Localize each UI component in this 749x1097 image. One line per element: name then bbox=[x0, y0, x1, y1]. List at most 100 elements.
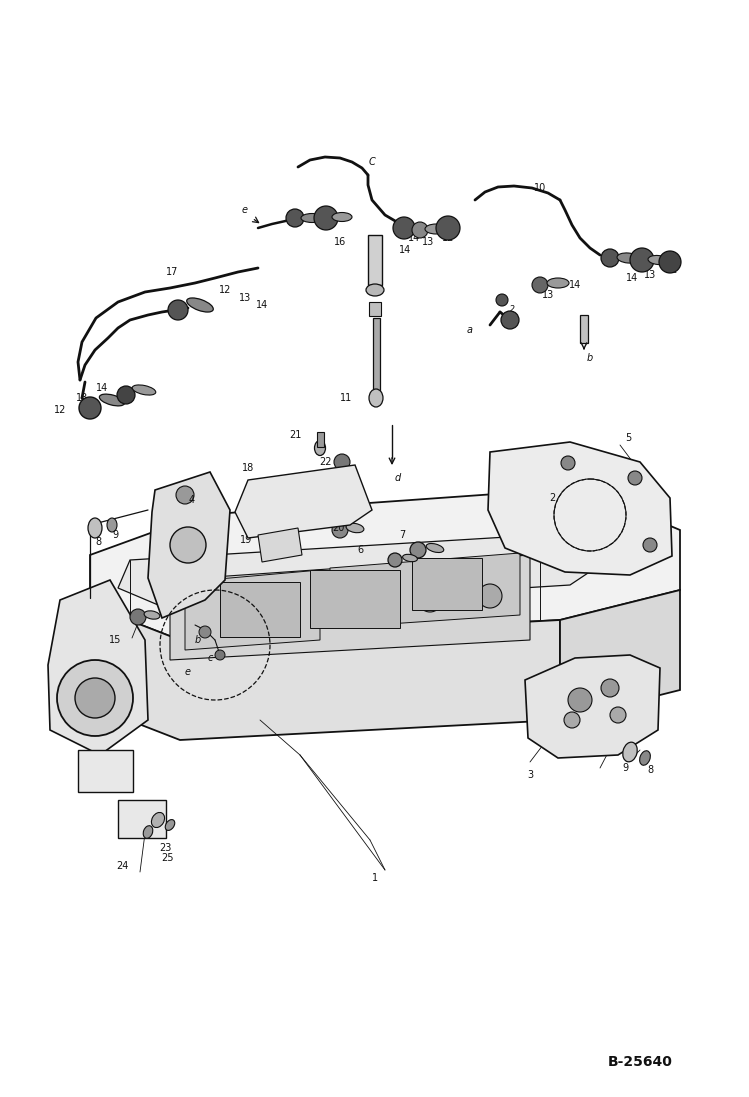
Circle shape bbox=[168, 299, 188, 320]
Text: 21: 21 bbox=[289, 430, 301, 440]
Text: 12: 12 bbox=[219, 285, 231, 295]
Polygon shape bbox=[90, 488, 680, 640]
Text: 13: 13 bbox=[644, 270, 656, 280]
Ellipse shape bbox=[622, 743, 637, 761]
Circle shape bbox=[412, 222, 428, 238]
Text: 19: 19 bbox=[240, 535, 252, 545]
Text: 1: 1 bbox=[372, 873, 378, 883]
Ellipse shape bbox=[144, 611, 160, 619]
Circle shape bbox=[448, 586, 472, 610]
Text: 10: 10 bbox=[534, 183, 546, 193]
Circle shape bbox=[410, 542, 426, 558]
Circle shape bbox=[199, 626, 211, 638]
Circle shape bbox=[630, 248, 654, 272]
Circle shape bbox=[561, 456, 575, 470]
Text: 13: 13 bbox=[76, 393, 88, 403]
Text: 13: 13 bbox=[239, 293, 251, 303]
Circle shape bbox=[628, 471, 642, 485]
Ellipse shape bbox=[332, 213, 352, 222]
Circle shape bbox=[57, 660, 133, 736]
Circle shape bbox=[130, 609, 146, 625]
Ellipse shape bbox=[346, 523, 364, 533]
Polygon shape bbox=[148, 472, 230, 618]
Text: 7: 7 bbox=[399, 530, 405, 540]
Ellipse shape bbox=[648, 256, 668, 264]
Text: 14: 14 bbox=[96, 383, 108, 393]
Text: 20: 20 bbox=[332, 523, 345, 533]
Text: 8: 8 bbox=[647, 765, 653, 774]
Ellipse shape bbox=[143, 826, 153, 838]
Text: 14: 14 bbox=[256, 299, 268, 310]
Ellipse shape bbox=[166, 819, 175, 830]
Text: b: b bbox=[195, 635, 201, 645]
Circle shape bbox=[332, 522, 348, 538]
Text: 3: 3 bbox=[527, 770, 533, 780]
Circle shape bbox=[436, 216, 460, 240]
Text: b: b bbox=[587, 353, 593, 363]
Ellipse shape bbox=[151, 813, 165, 827]
Text: 6: 6 bbox=[357, 545, 363, 555]
Text: 14: 14 bbox=[408, 233, 420, 244]
Circle shape bbox=[75, 678, 115, 719]
Ellipse shape bbox=[315, 441, 326, 455]
Ellipse shape bbox=[369, 389, 383, 407]
Bar bbox=[317, 432, 324, 446]
Ellipse shape bbox=[640, 750, 650, 766]
Circle shape bbox=[564, 712, 580, 728]
Circle shape bbox=[568, 688, 592, 712]
Ellipse shape bbox=[403, 554, 417, 562]
Bar bbox=[310, 570, 400, 627]
Ellipse shape bbox=[426, 543, 443, 553]
Polygon shape bbox=[525, 655, 660, 758]
Text: 4: 4 bbox=[189, 495, 195, 505]
Text: 22: 22 bbox=[319, 457, 331, 467]
Text: c: c bbox=[207, 653, 213, 663]
Circle shape bbox=[478, 584, 502, 608]
Text: 9: 9 bbox=[112, 530, 118, 540]
Ellipse shape bbox=[366, 284, 384, 296]
Circle shape bbox=[215, 651, 225, 660]
Circle shape bbox=[334, 454, 350, 470]
Circle shape bbox=[659, 251, 681, 273]
Polygon shape bbox=[90, 606, 560, 740]
Ellipse shape bbox=[187, 298, 213, 312]
Bar bbox=[412, 558, 482, 610]
Text: 12: 12 bbox=[666, 265, 678, 275]
Text: 18: 18 bbox=[242, 463, 254, 473]
Polygon shape bbox=[235, 465, 372, 538]
Polygon shape bbox=[560, 590, 680, 720]
Text: 14: 14 bbox=[626, 273, 638, 283]
Polygon shape bbox=[118, 535, 600, 610]
Circle shape bbox=[314, 206, 338, 230]
Text: C: C bbox=[369, 157, 375, 167]
Circle shape bbox=[601, 679, 619, 697]
Circle shape bbox=[79, 397, 101, 419]
Text: 11: 11 bbox=[340, 393, 352, 403]
Polygon shape bbox=[330, 553, 520, 627]
Ellipse shape bbox=[107, 518, 117, 532]
Text: 2: 2 bbox=[549, 493, 555, 504]
Circle shape bbox=[601, 249, 619, 267]
Text: 5: 5 bbox=[625, 433, 631, 443]
Ellipse shape bbox=[617, 253, 639, 263]
Polygon shape bbox=[258, 528, 302, 562]
Text: a: a bbox=[467, 325, 473, 335]
Circle shape bbox=[532, 278, 548, 293]
Text: 8: 8 bbox=[95, 538, 101, 547]
Text: 13: 13 bbox=[542, 290, 554, 299]
Text: 12: 12 bbox=[442, 233, 454, 244]
Circle shape bbox=[610, 706, 626, 723]
Circle shape bbox=[176, 486, 194, 504]
Ellipse shape bbox=[547, 278, 569, 289]
Bar bbox=[78, 750, 133, 792]
Ellipse shape bbox=[88, 518, 102, 538]
Bar bbox=[373, 318, 380, 393]
Text: 24: 24 bbox=[116, 861, 128, 871]
Circle shape bbox=[496, 294, 508, 306]
Polygon shape bbox=[48, 580, 148, 755]
Ellipse shape bbox=[301, 214, 323, 223]
Text: 14: 14 bbox=[569, 280, 581, 290]
Bar bbox=[220, 583, 300, 637]
Ellipse shape bbox=[100, 394, 124, 406]
Text: 25: 25 bbox=[162, 853, 175, 863]
